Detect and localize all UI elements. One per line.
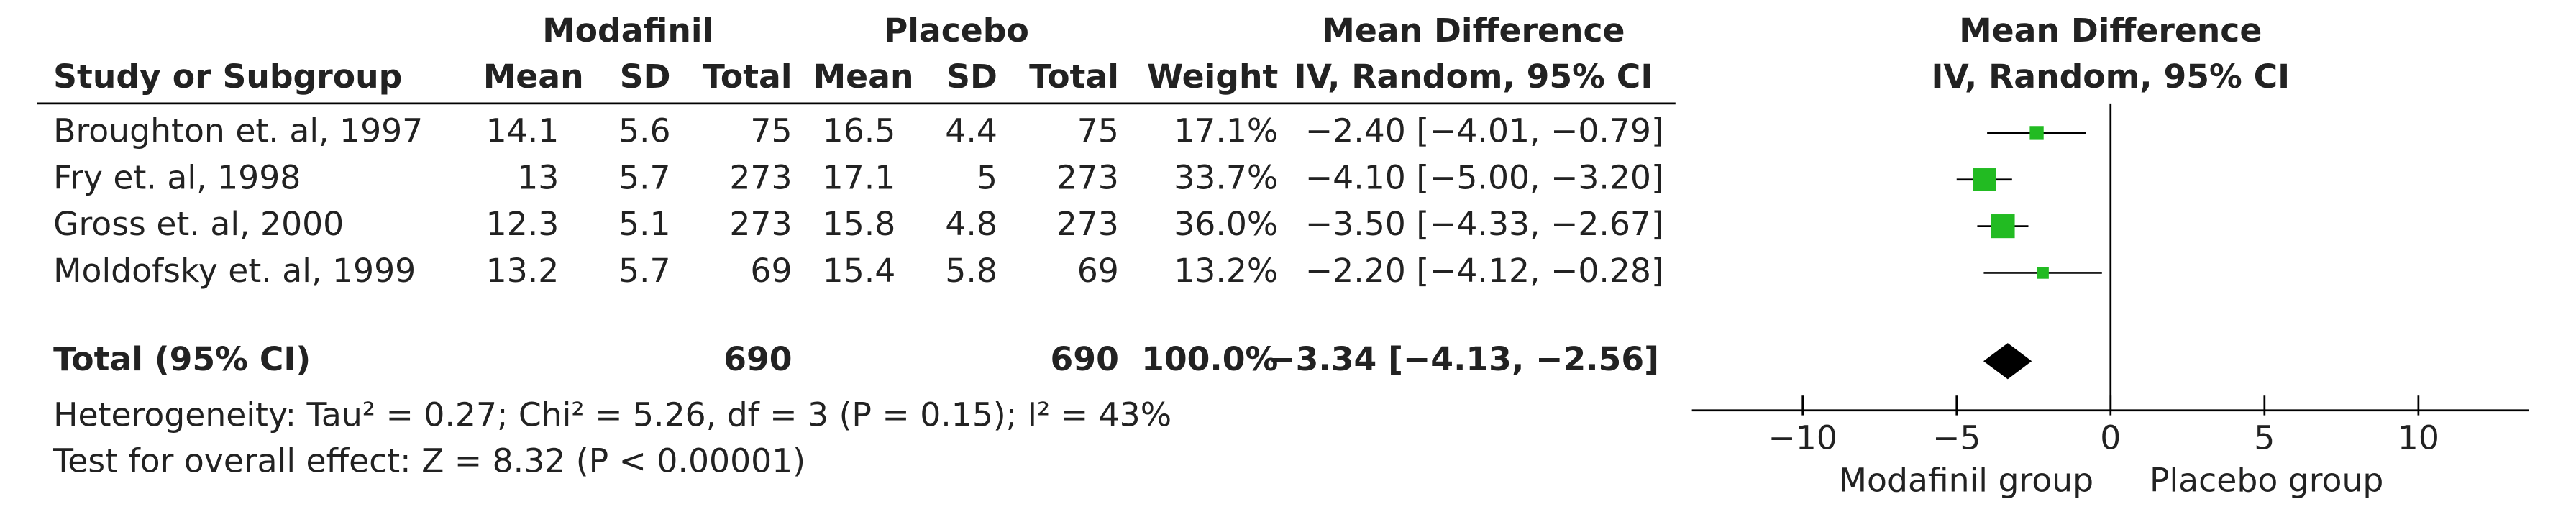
cell: 75 — [750, 111, 792, 150]
column-header: SD — [946, 58, 997, 96]
cell: Moldofsky et. al, 1999 — [53, 252, 416, 290]
cell: Broughton et. al, 1997 — [53, 111, 423, 150]
cell: 273 — [1056, 158, 1119, 196]
cell: 13 — [517, 158, 559, 196]
cell: 69 — [750, 252, 792, 290]
column-header: Total — [703, 58, 793, 96]
cell: 17.1 — [823, 158, 896, 196]
cell: −3.50 [−4.33, −2.67] — [1305, 205, 1664, 243]
group-header: Modafinil — [542, 12, 713, 50]
total-cell: Total (95% CI) — [53, 340, 311, 378]
total-cell: 100.0% — [1141, 340, 1278, 378]
effect-square — [2029, 126, 2044, 140]
cell: 75 — [1077, 111, 1119, 150]
x-tick-label: −10 — [1768, 418, 1837, 457]
cell: 14.1 — [486, 111, 559, 150]
cell: −2.40 [−4.01, −0.79] — [1305, 111, 1664, 150]
cell: 13.2% — [1174, 252, 1278, 290]
cell: 273 — [1056, 205, 1119, 243]
cell: 273 — [729, 205, 792, 243]
x-tick-label: −5 — [1932, 418, 1981, 457]
cell: 69 — [1077, 252, 1119, 290]
column-header: SD — [620, 58, 671, 96]
plot-method-header: IV, Random, 95% CI — [1931, 58, 2290, 96]
overall-effect: Test for overall effect: Z = 8.32 (P < 0… — [52, 441, 805, 480]
total-cell: 690 — [723, 340, 792, 378]
x-tick-label: 0 — [2100, 418, 2121, 457]
group-header: Placebo — [884, 12, 1029, 50]
x-tick-label: 10 — [2398, 418, 2439, 457]
total-cell: −3.34 [−4.13, −2.56] — [1268, 340, 1659, 378]
cell: 12.3 — [486, 205, 559, 243]
effect-header: Mean Difference — [1322, 12, 1625, 50]
cell: 4.4 — [945, 111, 997, 150]
favours-left: Modafinil group — [1839, 462, 2093, 500]
cell: 5.8 — [945, 252, 997, 290]
cell: −2.20 [−4.12, −0.28] — [1305, 252, 1664, 290]
column-header: Study or Subgroup — [53, 58, 402, 96]
column-header: Total — [1029, 58, 1119, 96]
cell: 15.4 — [823, 252, 896, 290]
cell: 5.7 — [618, 252, 671, 290]
cell: 36.0% — [1174, 205, 1278, 243]
favours-right: Placebo group — [2150, 462, 2383, 500]
cell: 15.8 — [823, 205, 896, 243]
effect-square — [2037, 267, 2049, 279]
heterogeneity: Heterogeneity: Tau² = 0.27; Chi² = 5.26,… — [53, 395, 1171, 434]
column-header: Mean — [813, 58, 914, 96]
cell: 4.8 — [945, 205, 997, 243]
effect-square — [1991, 214, 2015, 239]
column-header: Mean — [483, 58, 584, 96]
column-header: Weight — [1147, 58, 1278, 96]
cell: 5.7 — [618, 158, 671, 196]
method-header: IV, Random, 95% CI — [1294, 58, 1653, 96]
cell: 273 — [729, 158, 792, 196]
cell: Gross et. al, 2000 — [53, 205, 344, 243]
cell: 5.1 — [618, 205, 671, 243]
effect-square — [1973, 168, 1996, 191]
x-tick-label: 5 — [2254, 418, 2275, 457]
cell: 5 — [977, 158, 997, 196]
total-cell: 690 — [1051, 340, 1119, 378]
cell: 5.6 — [618, 111, 671, 150]
cell: 17.1% — [1174, 111, 1278, 150]
plot-header: Mean Difference — [1959, 12, 2262, 50]
cell: −4.10 [−5.00, −3.20] — [1305, 158, 1664, 196]
cell: 33.7% — [1174, 158, 1278, 196]
cell: 13.2 — [486, 252, 559, 290]
pooled-diamond — [1983, 343, 2032, 380]
cell: Fry et. al, 1998 — [53, 158, 301, 196]
cell: 16.5 — [823, 111, 896, 150]
